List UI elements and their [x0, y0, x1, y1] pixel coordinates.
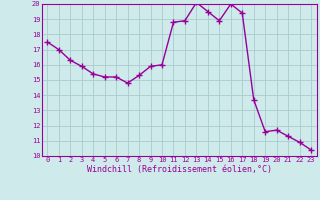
X-axis label: Windchill (Refroidissement éolien,°C): Windchill (Refroidissement éolien,°C) [87, 165, 272, 174]
